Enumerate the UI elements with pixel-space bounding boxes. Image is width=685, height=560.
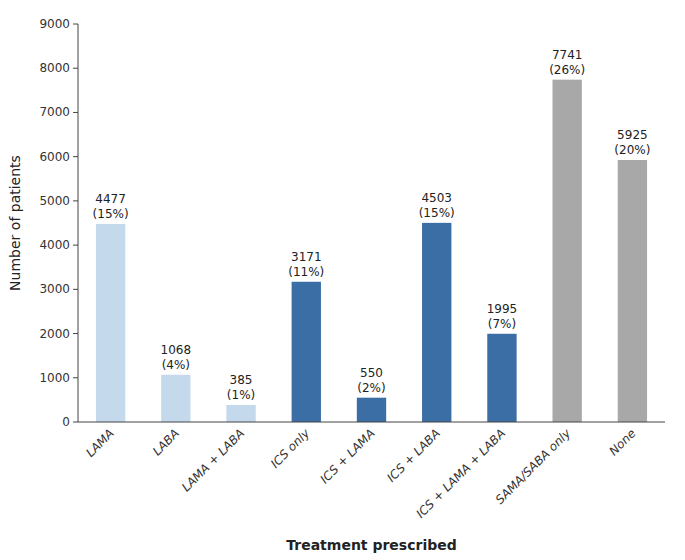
value-label: 3171 [291,250,322,264]
bar [357,398,386,422]
percentage-label: (26%) [549,63,585,77]
x-tick-label: SAMA/SABA only [493,426,574,507]
percentage-label: (20%) [614,143,650,157]
x-axis-line [78,422,665,423]
percentage-label: (11%) [288,265,324,279]
bars [96,80,647,422]
axes: 0 1000 2000 3000 4000 5000 6000 7000 8000 9000 LAM… [39,17,665,521]
y-tick [73,156,78,157]
percentage-label: (1%) [227,388,255,402]
x-tick-label: ICS + LAMA [318,426,378,486]
value-label: 4477 [95,192,126,206]
bar [161,375,190,422]
y-tick-label: 6000 [39,150,70,164]
y-tick [73,245,78,246]
y-tick-label: 2000 [39,327,70,341]
x-tick-label: LABA [150,426,182,458]
y-axis-line [78,24,79,422]
y-tick-label: 3000 [39,282,70,296]
y-tick-label: 9000 [39,17,70,31]
value-label: 7741 [552,48,583,62]
x-tick-label: LAMA + LABA [179,426,247,494]
percentage-label: (15%) [93,207,129,221]
y-tick [73,68,78,69]
percentage-label: (4%) [162,358,190,372]
y-tick [73,422,78,423]
bar [552,80,581,422]
y-tick-label: 7000 [39,105,70,119]
bar [292,282,321,422]
y-tick-label: 1000 [39,371,70,385]
percentage-label: (2%) [357,381,385,395]
bar [226,405,255,422]
data-labels: 4477(15%)1068(4%)385(1%)3171(11%)550(2%)… [93,48,651,402]
value-label: 1995 [487,302,518,316]
value-label: 4503 [421,191,452,205]
y-tick-label: 5000 [39,194,70,208]
value-label: 5925 [617,128,648,142]
y-tick-label: 8000 [39,61,70,75]
y-tick [73,377,78,378]
x-tick-label: ICS + LABA [384,426,443,485]
percentage-label: (15%) [419,206,455,220]
y-tick [73,112,78,113]
chart: 4477(15%)1068(4%)385(1%)3171(11%)550(2%)… [0,0,685,560]
x-tick-label: None [606,426,638,458]
y-tick [73,24,78,25]
y-tick-label: 0 [62,415,70,429]
bar [422,223,451,422]
y-axis-label: Number of patients [7,155,23,291]
bar [618,160,647,422]
x-tick-label: ICS + LAMA + LABA [413,426,508,521]
x-axis-label: Treatment prescribed [286,537,456,553]
y-tick [73,289,78,290]
y-tick-label: 4000 [39,238,70,252]
x-tick-label: ICS only [268,426,313,471]
bar [487,334,516,422]
chart-container: 4477(15%)1068(4%)385(1%)3171(11%)550(2%)… [0,0,685,560]
value-label: 385 [230,373,253,387]
value-label: 550 [360,366,383,380]
y-tick [73,333,78,334]
x-tick-label: LAMA [83,426,117,460]
value-label: 1068 [161,343,192,357]
percentage-label: (7%) [488,317,516,331]
y-tick [73,200,78,201]
bar [96,224,125,422]
